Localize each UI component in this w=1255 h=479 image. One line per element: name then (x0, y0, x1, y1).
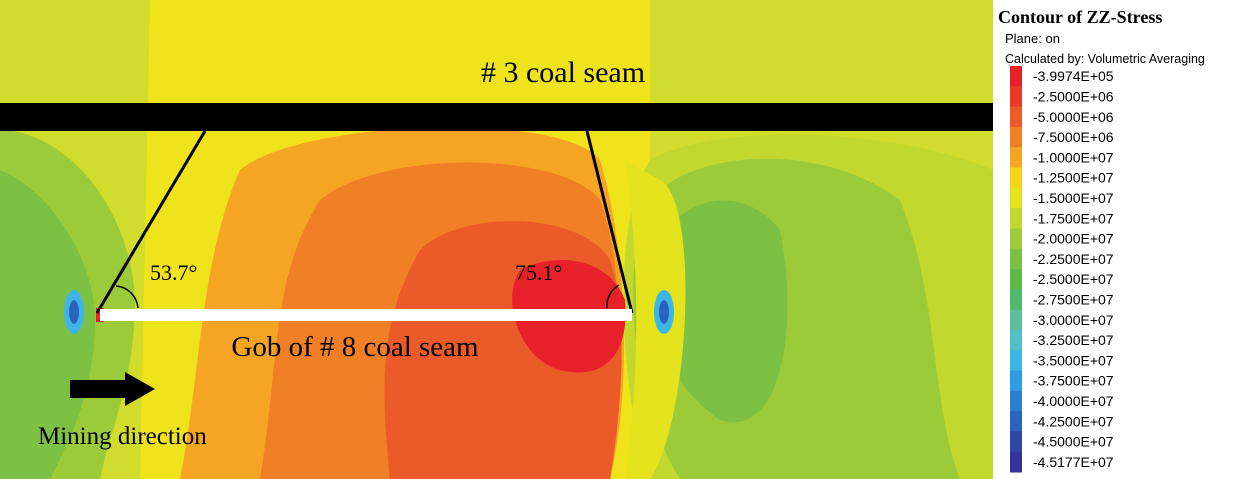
legend-swatch (1010, 350, 1022, 371)
legend-label: -1.5000E+07 (1033, 190, 1114, 206)
angle-arc (115, 285, 139, 309)
legend-swatch (1010, 228, 1022, 250)
legend-swatch (1010, 147, 1022, 168)
seam-label: # 3 coal seam (481, 56, 645, 89)
angle-label: 53.7° (150, 260, 197, 285)
legend-label: -1.2500E+07 (1033, 170, 1114, 186)
gob-label: Gob of # 8 coal seam (231, 331, 479, 363)
break-line (95, 130, 207, 314)
legend-label: -4.5177E+07 (1033, 454, 1114, 470)
legend-swatch (1010, 390, 1022, 412)
legend-swatch (1010, 329, 1022, 351)
legend-label: -2.5000E+07 (1033, 271, 1114, 287)
legend-label: -3.7500E+07 (1033, 373, 1114, 389)
legend-swatch (1010, 269, 1022, 290)
angle-arc (606, 284, 620, 309)
legend-swatch (1010, 309, 1022, 331)
legend-swatch (1010, 431, 1022, 453)
legend-title: Contour of ZZ-Stress (998, 7, 1162, 27)
legend-label: -2.7500E+07 (1033, 291, 1114, 307)
legend-swatch (1010, 187, 1022, 209)
legend-swatch (1010, 208, 1022, 229)
legend-label: -2.2500E+07 (1033, 251, 1114, 267)
legend-label: -7.5000E+06 (1033, 129, 1114, 145)
legend-swatch (1010, 126, 1022, 148)
legend-label: -4.2500E+07 (1033, 413, 1114, 429)
gob (100, 309, 632, 321)
legend-plane: Plane: on (1005, 31, 1060, 46)
legend-swatch (1010, 451, 1022, 473)
break-line (585, 130, 634, 314)
legend-label: -3.9974E+05 (1033, 68, 1114, 84)
legend-label: -3.0000E+07 (1033, 312, 1114, 328)
legend-label: -4.0000E+07 (1033, 393, 1114, 409)
legend-label: -4.5000E+07 (1033, 434, 1114, 450)
legend-label: -1.0000E+07 (1033, 149, 1114, 165)
coal-seam-band (0, 103, 993, 131)
legend-swatch (1010, 370, 1022, 392)
legend-swatch (1010, 86, 1022, 108)
legend-method: Calculated by: Volumetric Averaging (1005, 52, 1205, 66)
direction-arrow (70, 372, 155, 406)
legend-swatch (1010, 248, 1022, 270)
legend: -3.9974E+05 -2.5000E+06 -5.0000E+06 -7.5000… (1010, 66, 1114, 473)
legend-label: -5.0000E+06 (1033, 109, 1114, 125)
legend-label: -2.0000E+07 (1033, 231, 1114, 247)
direction-label: Mining direction (38, 423, 207, 450)
legend-swatch (1010, 66, 1022, 87)
legend-swatch (1010, 167, 1022, 189)
legend-swatch (1010, 411, 1022, 432)
legend-swatch (1010, 289, 1022, 311)
angle-label: 75.1° (515, 260, 562, 285)
legend-label: -1.7500E+07 (1033, 210, 1114, 226)
legend-label: -3.2500E+07 (1033, 332, 1114, 348)
legend-swatch (1010, 106, 1022, 128)
legend-label: -2.5000E+06 (1033, 88, 1114, 104)
legend-label: -3.5000E+07 (1033, 352, 1114, 368)
